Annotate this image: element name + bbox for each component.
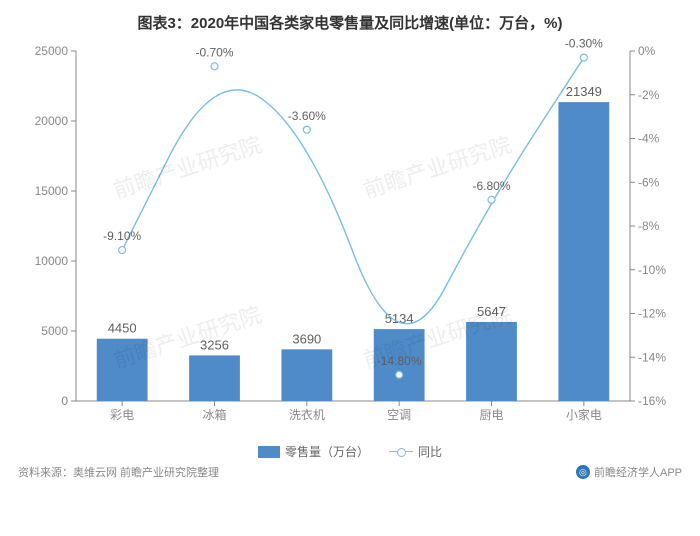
svg-text:空调: 空调 <box>387 408 411 422</box>
legend-swatch-bar <box>258 446 280 458</box>
line-marker <box>119 247 126 254</box>
line-label: -9.10% <box>103 229 141 243</box>
line-series <box>122 58 584 324</box>
svg-text:0%: 0% <box>638 44 656 58</box>
svg-text:冰箱: 冰箱 <box>202 407 226 422</box>
bar <box>558 102 609 401</box>
svg-text:-6%: -6% <box>638 175 660 189</box>
line-marker <box>211 63 218 70</box>
legend: 零售量（万台） 同比 <box>0 443 700 460</box>
svg-text:10000: 10000 <box>35 254 69 268</box>
bar <box>97 339 148 401</box>
bar-label: 3690 <box>292 331 321 346</box>
svg-text:15000: 15000 <box>35 184 69 198</box>
app-icon: ◎ <box>576 465 590 479</box>
line-label: -0.30% <box>565 37 603 51</box>
app-name: 前瞻经济学人APP <box>594 464 682 480</box>
bar-label: 3256 <box>200 337 229 352</box>
footer-right: ◎ 前瞻经济学人APP <box>576 464 682 480</box>
line-label: -3.60% <box>288 109 326 123</box>
svg-text:小家电: 小家电 <box>566 407 602 422</box>
line-label: -14.80% <box>377 354 422 368</box>
line-label: -6.80% <box>472 179 510 193</box>
bar <box>466 322 517 401</box>
chart-title: 图表3：2020年中国各类家电零售量及同比增速(单位：万台，%) <box>0 0 700 33</box>
svg-text:-4%: -4% <box>638 132 660 146</box>
svg-text:5000: 5000 <box>41 324 68 338</box>
svg-text:-16%: -16% <box>638 394 666 408</box>
line-label: -0.70% <box>195 45 233 59</box>
svg-text:-12%: -12% <box>638 307 666 321</box>
svg-text:-2%: -2% <box>638 88 660 102</box>
bar-label: 4450 <box>108 321 137 336</box>
svg-text:25000: 25000 <box>35 44 69 58</box>
line-marker <box>396 371 403 378</box>
line-marker <box>303 126 310 133</box>
svg-text:-10%: -10% <box>638 263 666 277</box>
bar <box>189 355 240 401</box>
svg-text:0: 0 <box>61 394 68 408</box>
bar-label: 5647 <box>477 304 506 319</box>
footer: 资料来源：奥维云网 前瞻产业研究院整理 ◎ 前瞻经济学人APP <box>0 460 700 480</box>
svg-text:洗衣机: 洗衣机 <box>289 407 325 422</box>
svg-text:彩电: 彩电 <box>110 408 134 422</box>
bar <box>281 349 332 401</box>
legend-label-bar: 零售量（万台） <box>285 443 369 460</box>
line-marker <box>580 54 587 61</box>
svg-text:厨电: 厨电 <box>479 408 503 422</box>
legend-swatch-line <box>389 451 413 452</box>
line-marker <box>488 196 495 203</box>
source-text: 资料来源：奥维云网 前瞻产业研究院整理 <box>18 464 219 480</box>
legend-item-line: 同比 <box>389 443 442 460</box>
combo-chart: 0 5000 10000 15000 20000 25000 -16% -14% -12% -10… <box>18 33 682 443</box>
svg-text:20000: 20000 <box>35 114 69 128</box>
legend-label-line: 同比 <box>418 443 442 460</box>
svg-text:-14%: -14% <box>638 350 666 364</box>
legend-item-bar: 零售量（万台） <box>258 443 369 460</box>
bar-label: 21349 <box>566 84 602 99</box>
svg-text:-8%: -8% <box>638 219 660 233</box>
